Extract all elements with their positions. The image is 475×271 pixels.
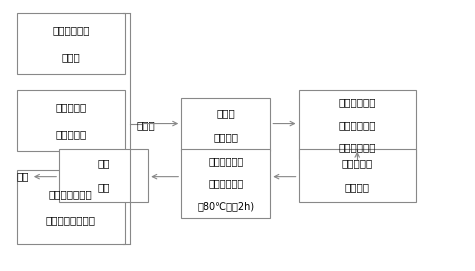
- Text: （水浴加热）: （水浴加热）: [339, 120, 376, 130]
- Text: 的配制: 的配制: [61, 52, 80, 62]
- Text: 停止搅拌: 停止搅拌: [345, 182, 370, 192]
- Text: 交联剂: 交联剂: [137, 120, 155, 130]
- Bar: [298, 149, 416, 202]
- Bar: [181, 149, 270, 218]
- Text: 薯淀粉溶液的制备: 薯淀粉溶液的制备: [46, 215, 96, 225]
- Text: 丙烯酰胺溶液: 丙烯酰胺溶液: [52, 26, 90, 36]
- Text: 产品: 产品: [16, 172, 28, 182]
- Text: 钾盐的制备: 钾盐的制备: [55, 129, 86, 139]
- Bar: [181, 98, 270, 151]
- Text: 丙烯酸及其: 丙烯酸及其: [55, 103, 86, 113]
- Text: 烘干: 烘干: [97, 182, 110, 192]
- Text: （氮气保护）: （氮气保护）: [339, 143, 376, 153]
- Bar: [17, 170, 125, 244]
- Text: 开始聚合后: 开始聚合后: [342, 158, 373, 168]
- Text: 室温下: 室温下: [217, 108, 235, 118]
- Text: （80℃保温2h): （80℃保温2h): [197, 201, 254, 211]
- Text: 剪碎: 剪碎: [97, 158, 110, 168]
- Text: 搅拌均匀: 搅拌均匀: [213, 132, 238, 142]
- Text: （水溶加热）: （水溶加热）: [208, 156, 243, 166]
- Text: 接技共聚反应: 接技共聚反应: [339, 97, 376, 107]
- Bar: [17, 13, 125, 75]
- Bar: [17, 90, 125, 151]
- Text: 氧化羧甲基马铃: 氧化羧甲基马铃: [49, 189, 93, 199]
- Text: （氮气保护）: （氮气保护）: [208, 178, 243, 188]
- Bar: [59, 149, 148, 202]
- Bar: [298, 90, 416, 159]
